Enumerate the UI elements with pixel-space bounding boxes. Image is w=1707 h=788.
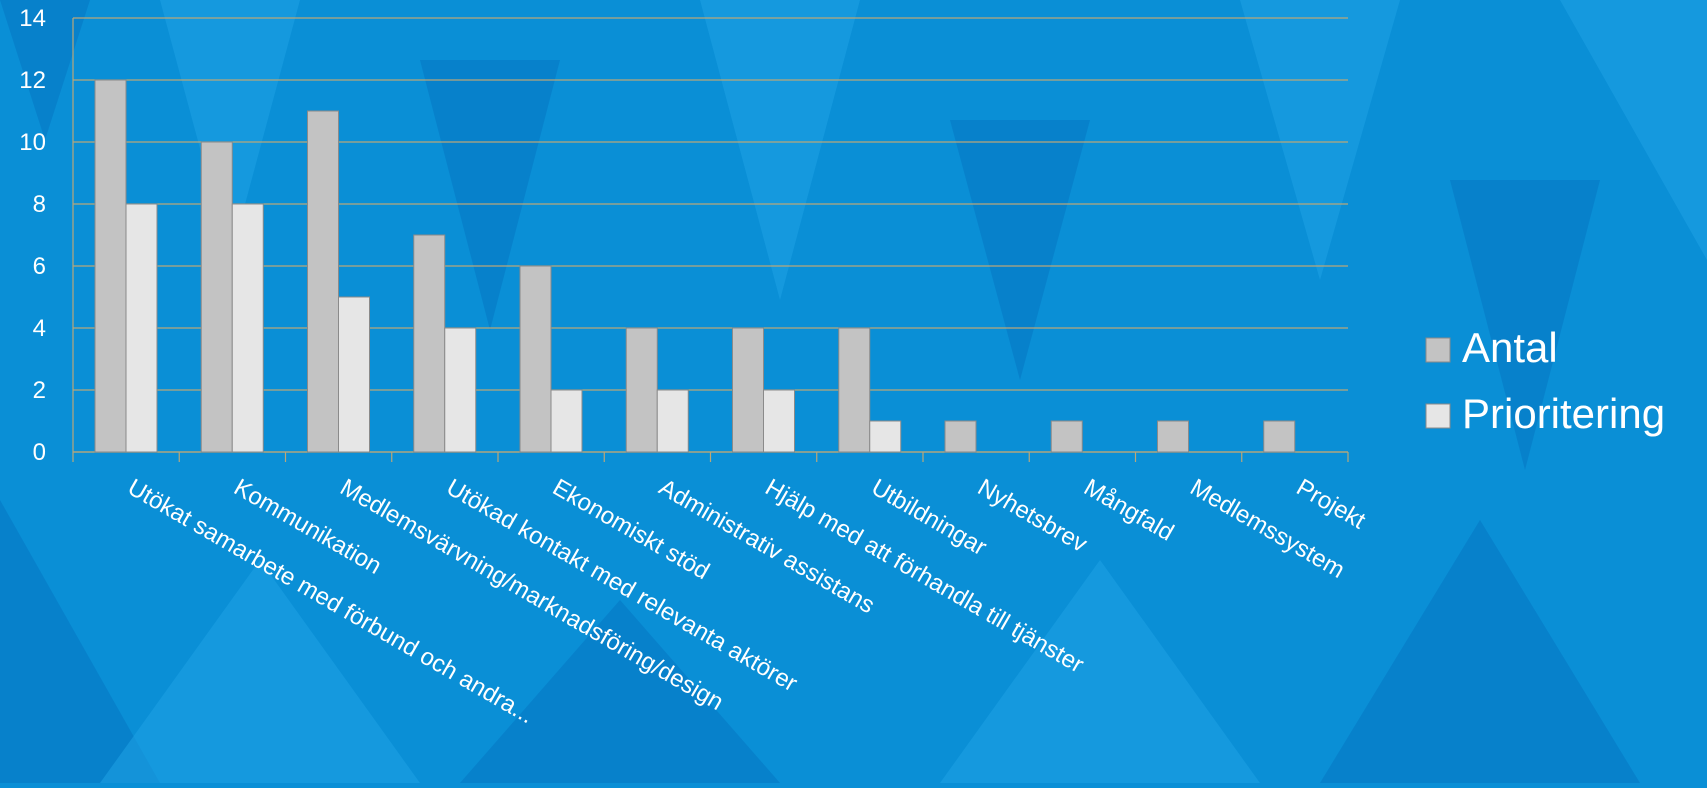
background-shape xyxy=(160,0,300,260)
bar-antal xyxy=(307,110,339,453)
bar-prioritering xyxy=(763,389,795,453)
bar-antal xyxy=(413,234,446,453)
y-tick-label: 6 xyxy=(33,253,46,280)
bars xyxy=(94,79,1296,453)
bar-prioritering xyxy=(338,296,370,453)
background-shape xyxy=(0,0,90,140)
background-shape xyxy=(1320,520,1640,783)
bar-antal xyxy=(944,420,977,453)
bar-prioritering xyxy=(869,420,902,453)
bar-antal xyxy=(732,327,764,453)
background-shape xyxy=(950,120,1090,380)
background-shape xyxy=(1450,180,1600,470)
y-tick-label: 10 xyxy=(19,129,46,156)
background-shape xyxy=(420,60,560,330)
background-shape xyxy=(0,500,160,783)
legend-swatch-prioritering xyxy=(1425,403,1451,429)
y-tick-label: 4 xyxy=(33,315,46,342)
legend: Antal Prioritering xyxy=(1425,324,1665,437)
background-shape xyxy=(1560,0,1707,260)
bar-prioritering xyxy=(550,389,583,453)
bar-prioritering xyxy=(125,203,158,453)
y-tick-label: 12 xyxy=(19,67,46,94)
bar-prioritering xyxy=(656,389,689,453)
background-shape xyxy=(700,0,860,300)
bar-antal xyxy=(519,265,552,453)
background-shape xyxy=(940,560,1260,783)
background-shape xyxy=(460,600,780,783)
legend-label-prioritering: Prioritering xyxy=(1462,390,1665,437)
bar-antal xyxy=(1050,420,1083,453)
bar-prioritering xyxy=(231,203,264,453)
legend-swatch-antal xyxy=(1425,337,1451,363)
bar-antal xyxy=(1263,420,1296,453)
y-tick-label: 8 xyxy=(33,191,46,218)
y-tick-label: 2 xyxy=(33,377,46,404)
bar-antal xyxy=(200,141,233,453)
bar-antal xyxy=(838,327,871,453)
bar-antal xyxy=(625,327,658,453)
background-shape xyxy=(1240,0,1400,280)
y-tick-label: 14 xyxy=(19,5,46,32)
bar-prioritering xyxy=(444,327,477,453)
y-tick-label: 0 xyxy=(33,439,46,466)
bar-antal xyxy=(1157,420,1189,453)
legend-label-antal: Antal xyxy=(1462,324,1558,371)
axes xyxy=(72,18,1349,462)
bar-antal xyxy=(94,79,127,453)
background-shape xyxy=(100,560,420,783)
